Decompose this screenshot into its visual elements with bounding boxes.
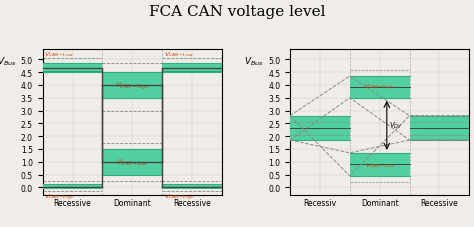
Text: FCA CAN voltage level: FCA CAN voltage level [149,5,325,18]
Text: $V_{CAN-High}$: $V_{CAN-High}$ [365,82,395,93]
Y-axis label: $V_{Bus}$: $V_{Bus}$ [244,55,264,67]
Text: $V_{CAN-High}$: $V_{CAN-High}$ [45,192,75,202]
Text: $V_{CAN-High}$: $V_{CAN-High}$ [164,192,195,202]
Text: $V_{CAN-Low}$: $V_{CAN-Low}$ [45,49,74,58]
Text: $V_{Dif}$: $V_{Dif}$ [389,121,403,131]
Text: $V_{CAN-High}$: $V_{CAN-High}$ [115,80,149,91]
Text: $V_{CAN-Low}$: $V_{CAN-Low}$ [365,160,394,169]
Text: $V_{CAN-Low}$: $V_{CAN-Low}$ [116,157,149,167]
Y-axis label: $V_{Bus}$: $V_{Bus}$ [0,55,17,67]
Text: $V_{CAN-Low}$: $V_{CAN-Low}$ [164,49,193,58]
